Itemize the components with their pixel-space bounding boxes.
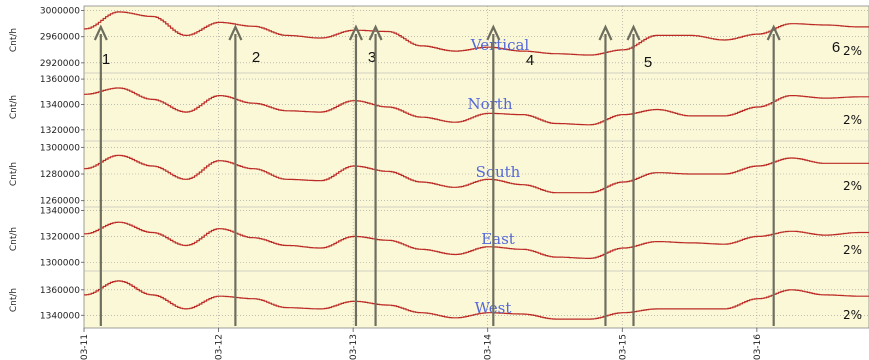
event-number: 5 bbox=[644, 54, 652, 71]
series-label: South bbox=[476, 163, 521, 181]
x-tick-label: 03-13 bbox=[349, 334, 359, 360]
panel-east: 1340000 1320000 1300000 Cnt/h East 2% bbox=[9, 207, 869, 268]
y-axis-label: Cnt/h bbox=[9, 162, 19, 186]
x-tick-label: 03-12 bbox=[215, 334, 225, 360]
event-number: 2 bbox=[252, 49, 260, 66]
series-label: Vertical bbox=[470, 36, 530, 54]
y-axis-label: Cnt/h bbox=[9, 227, 19, 251]
x-tick-label: 03-15 bbox=[618, 334, 628, 360]
series-line-south bbox=[84, 154, 869, 194]
event-arrow-4: 4 bbox=[486, 24, 534, 326]
event-arrow-head bbox=[598, 24, 613, 41]
event-number: 1 bbox=[102, 51, 110, 68]
event-arrow-2: 2 bbox=[228, 24, 260, 326]
series-line-east bbox=[84, 221, 869, 259]
y-tick-label: 1340000 bbox=[40, 311, 80, 321]
event-arrow-3: 3 bbox=[348, 24, 376, 326]
panel-north: 1360000 1340000 1320000 Cnt/h North 2% bbox=[9, 72, 869, 136]
y-tick-label: 1300000 bbox=[40, 143, 80, 153]
event-arrow-head bbox=[348, 24, 363, 41]
event-arrow-6: 6 bbox=[766, 24, 840, 326]
event-number: 3 bbox=[368, 49, 376, 66]
event-arrow-head bbox=[368, 24, 383, 41]
event-arrow-head bbox=[486, 24, 501, 41]
y-tick-label: 1280000 bbox=[40, 170, 80, 180]
series-label: North bbox=[467, 95, 512, 113]
y-axis-label: Cnt/h bbox=[9, 95, 19, 119]
grid-lines bbox=[83, 6, 869, 328]
y-tick-label: 2960000 bbox=[40, 33, 80, 43]
plot-background bbox=[83, 5, 869, 329]
event-arrow-head bbox=[766, 24, 781, 41]
series-line-north bbox=[84, 87, 869, 126]
y-tick-label: 1360000 bbox=[40, 286, 80, 296]
y-tick-label: 2920000 bbox=[40, 59, 80, 69]
y-axis-label: Cnt/h bbox=[9, 28, 19, 52]
event-arrow-3 bbox=[368, 24, 383, 326]
scale-percent-label: 2% bbox=[843, 179, 862, 193]
x-tick-label: 03-11 bbox=[80, 334, 90, 360]
x-tick-label: 03-16 bbox=[753, 334, 763, 360]
panel-south: 1300000 1280000 1260000 Cnt/h South 2% bbox=[9, 140, 869, 207]
event-number: 6 bbox=[832, 39, 840, 56]
y-tick-label: 3000000 bbox=[40, 7, 80, 17]
scale-percent-label: 2% bbox=[843, 113, 862, 127]
event-number: 4 bbox=[526, 52, 534, 69]
event-arrow-head bbox=[228, 24, 243, 41]
event-arrow-1: 1 bbox=[93, 24, 110, 326]
y-tick-label: 1320000 bbox=[40, 232, 80, 242]
scale-percent-label: 2% bbox=[843, 243, 862, 257]
event-arrows: 1 2 3 4 5 6 bbox=[93, 24, 840, 326]
series-label: East bbox=[481, 230, 515, 248]
x-tick-label: 03-14 bbox=[484, 334, 494, 360]
y-tick-label: 1360000 bbox=[40, 75, 80, 85]
y-tick-label: 1300000 bbox=[40, 258, 80, 268]
panel-vertical: 3000000 2960000 2920000 Cnt/h Vertical 2% bbox=[9, 7, 869, 69]
x-axis: 03-11 03-12 03-13 03-14 03-15 03-16 bbox=[80, 328, 763, 360]
scale-percent-label: 2% bbox=[843, 308, 862, 322]
y-tick-label: 1260000 bbox=[40, 197, 80, 207]
event-arrow-head bbox=[93, 24, 108, 41]
event-arrow-5 bbox=[626, 24, 641, 326]
event-arrow-head bbox=[626, 24, 641, 41]
y-axis-label: Cnt/h bbox=[9, 288, 19, 312]
series-line-vertical bbox=[84, 11, 869, 56]
scale-percent-label: 2% bbox=[843, 44, 862, 58]
series-line-west bbox=[84, 280, 869, 320]
event-arrow-5: 5 bbox=[598, 24, 652, 326]
y-tick-label: 1340000 bbox=[40, 207, 80, 217]
y-tick-label: 1340000 bbox=[40, 100, 80, 110]
y-tick-label: 1320000 bbox=[40, 126, 80, 136]
